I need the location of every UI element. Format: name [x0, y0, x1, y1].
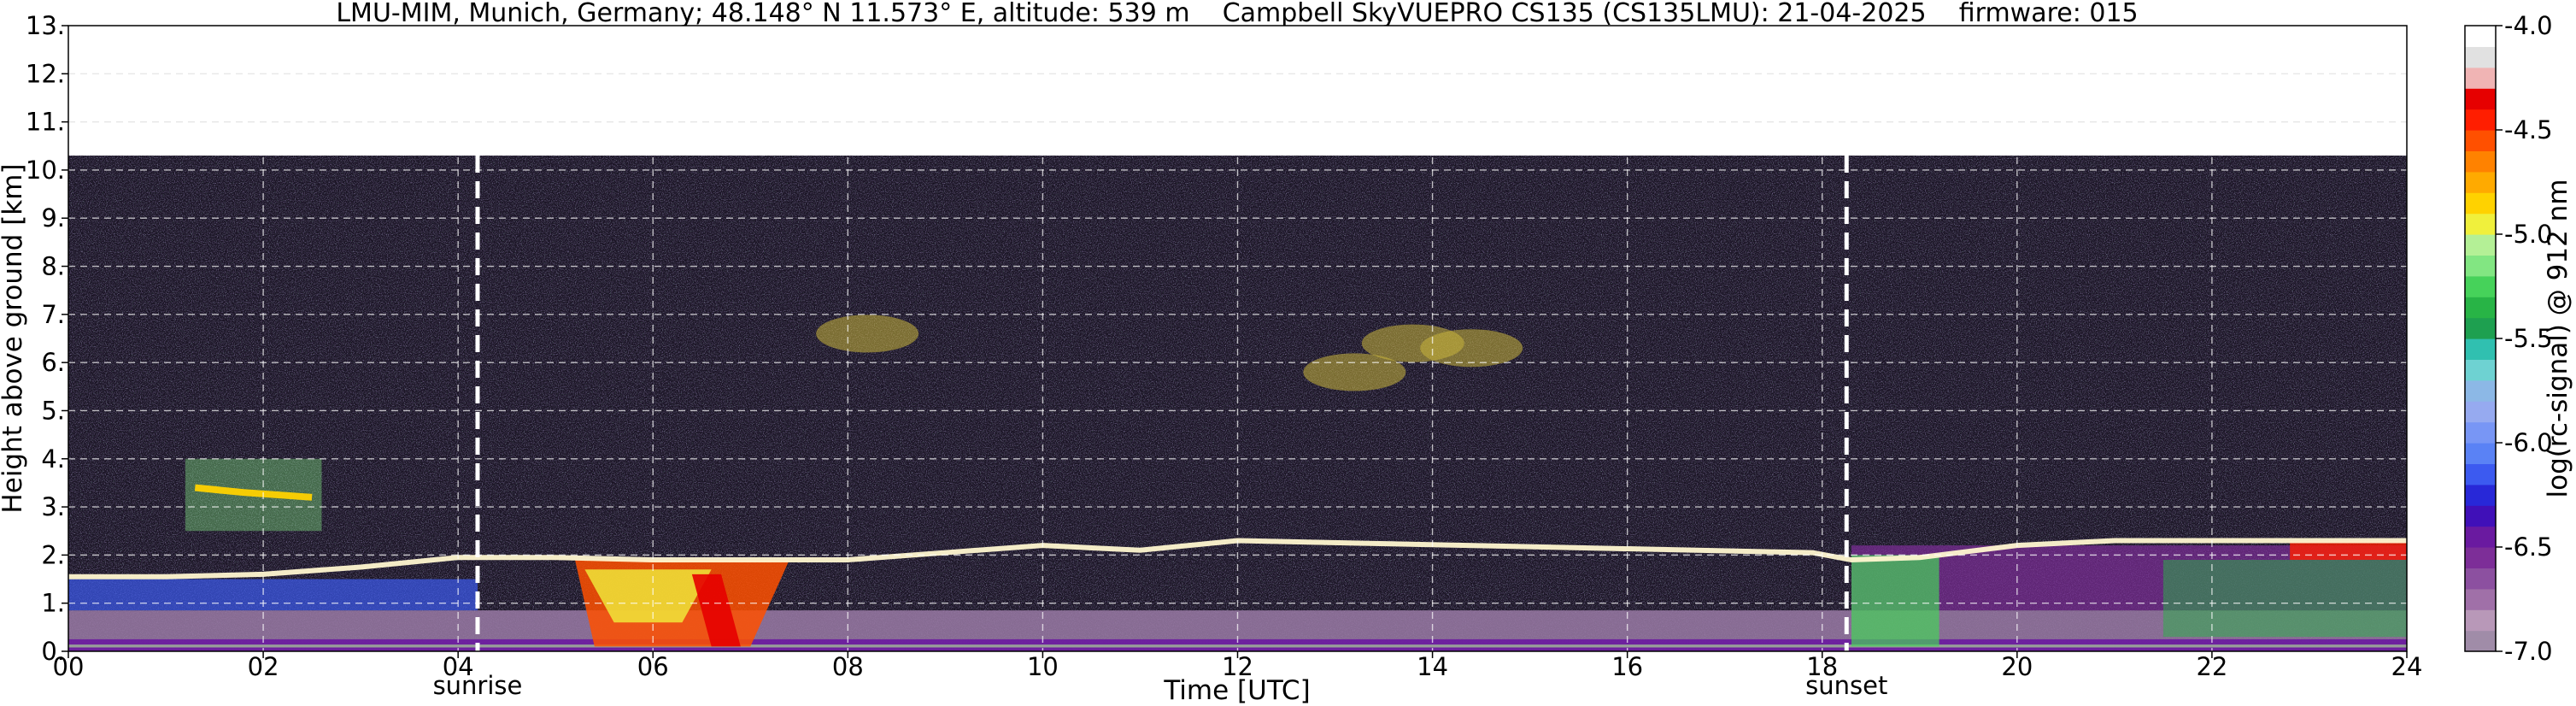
aerosol-band-night: [68, 579, 478, 611]
colorbar-segment: [2465, 213, 2496, 235]
convective-plume-core: [584, 569, 712, 623]
colorbar-segment: [2465, 484, 2496, 506]
colorbar-segment: [2465, 88, 2496, 110]
colorbar-segment: [2465, 588, 2496, 610]
x-tick-label: 08: [832, 652, 864, 681]
x-axis-label: Time [UTC]: [1163, 675, 1310, 706]
colorbar-tick-label: -5.5: [2504, 324, 2553, 353]
evening-mixing-layer: [1851, 555, 1939, 647]
cloud-feature: [1420, 329, 1523, 368]
y-tick-label: 8.: [41, 252, 65, 281]
aerosol-features: [68, 315, 2407, 651]
colorbar-segment: [2465, 421, 2496, 444]
x-tick-label: 24: [2391, 652, 2423, 681]
colorbar-segment: [2465, 317, 2496, 339]
night-mixing-layer: [2162, 560, 2407, 638]
colorbar-segment: [2465, 630, 2496, 652]
colorbar-segment: [2465, 109, 2496, 131]
colorbar-segment: [2465, 463, 2496, 485]
ground-line: [68, 644, 2407, 648]
colorbar-segment: [2465, 275, 2496, 297]
marker-label-sunrise: sunrise: [433, 671, 523, 700]
colorbar-tick-label: -6.0: [2504, 428, 2553, 457]
marker-label-sunset: sunset: [1805, 671, 1887, 700]
x-tick-label: 00: [53, 652, 85, 681]
y-tick-label: 13.: [26, 11, 65, 40]
layer-line: [194, 484, 313, 501]
y-tick-label: 1.: [41, 589, 65, 618]
y-tick-label: 2.: [41, 540, 65, 569]
y-tick-label: 7.: [41, 300, 65, 329]
colorbar-segment: [2465, 150, 2496, 173]
cloud-feature: [816, 315, 919, 353]
colorbar-segment: [2465, 297, 2496, 319]
colorbar-segment: [2465, 171, 2496, 193]
colorbar-segment: [2465, 67, 2496, 89]
sun-marker-labels: sunrise sunset: [433, 671, 1888, 700]
x-tick-label: 04: [443, 652, 474, 681]
x-tick-label: 22: [2196, 652, 2227, 681]
y-tick-label: 3.: [41, 492, 65, 521]
y-tick-label: 6.: [41, 348, 65, 377]
x-tick-label: 10: [1027, 652, 1059, 681]
colorbar-segment: [2465, 526, 2496, 548]
layer-line: [68, 538, 2407, 580]
colorbar-segment: [2465, 359, 2496, 381]
colorbar-tick-label: -7.0: [2504, 637, 2553, 666]
colorbar-segment: [2465, 401, 2496, 423]
colorbar-tick-label: -6.5: [2504, 532, 2553, 562]
y-tick-label: 9.: [41, 203, 65, 232]
colorbar-segment: [2465, 609, 2496, 632]
y-tick-label: 12.: [26, 59, 65, 88]
y-tick-label: 4.: [41, 444, 65, 474]
colorbar: -4.0 -4.5 -5.0 -5.5 -6.0 -6.5 -7.0: [2464, 11, 2553, 666]
y-tick-label: 0.: [41, 637, 65, 666]
x-tick-label: 14: [1417, 652, 1448, 681]
colorbar-tick-label: -5.0: [2504, 220, 2553, 249]
x-axis: 00 02 04 06 08 10 12 14 16 18 20 22 24: [53, 651, 2423, 681]
colorbar-segment: [2465, 234, 2496, 256]
colorbar-segment: [2465, 26, 2496, 47]
colorbar-segment: [2465, 338, 2496, 360]
y-axis-label: Height above ground [km]: [0, 163, 28, 513]
colorbar-segment: [2465, 568, 2496, 590]
y-tick-label: 5.: [41, 396, 65, 425]
colorbar-segment: [2465, 130, 2496, 151]
sun-marker-lines: [475, 156, 1849, 651]
x-tick-label: 16: [1611, 652, 1643, 681]
colorbar-tick-label: -4.5: [2504, 115, 2553, 144]
colorbar-segment: [2465, 192, 2496, 215]
plume-streak: [691, 574, 741, 647]
plot-area: [68, 26, 2407, 651]
colorbar-segment: [2465, 255, 2496, 277]
y-tick-label: 11.: [26, 108, 65, 137]
colorbar-segment: [2465, 46, 2496, 68]
y-tick-label: 10.: [26, 156, 65, 185]
colorbar-segment: [2465, 505, 2496, 527]
chart-title: LMU-MIM, Munich, Germany; 48.148° N 11.5…: [336, 0, 2138, 28]
y-axis: 0. 1. 2. 3. 4. 5. 6. 7. 8. 9. 10. 11. 12. 13.: [26, 11, 68, 666]
colorbar-segment: [2465, 443, 2496, 464]
x-tick-label: 02: [248, 652, 279, 681]
colorbar-segment: [2465, 547, 2496, 568]
x-tick-label: 06: [637, 652, 669, 681]
colorbar-segment: [2465, 379, 2496, 402]
grid-lines: [68, 26, 2407, 651]
colorbar-tick-label: -4.0: [2504, 11, 2553, 40]
x-tick-label: 20: [2001, 652, 2033, 681]
x-tick-label: 12: [1222, 652, 1253, 681]
x-tick-label: 18: [1806, 652, 1838, 681]
residual-layer-top: [2290, 540, 2407, 561]
colorbar-label: log(rc-signal) @ 912 nm: [2543, 179, 2573, 497]
